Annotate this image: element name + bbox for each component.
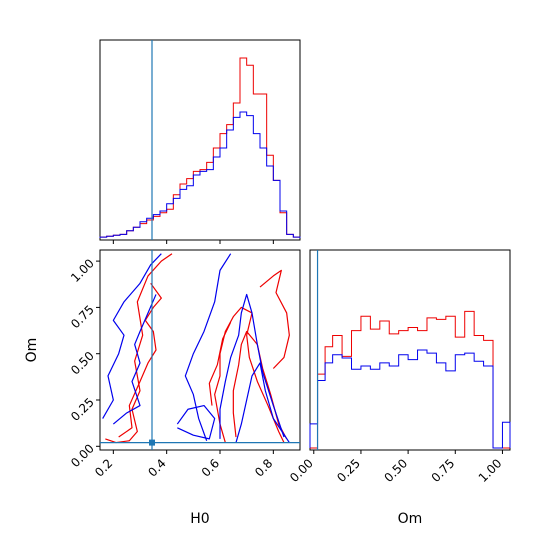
contour-blue-5 bbox=[176, 404, 216, 440]
hist-om-frame bbox=[309, 249, 511, 451]
contour-frame bbox=[99, 249, 301, 451]
contour-blue-3 bbox=[219, 293, 285, 439]
hist-om-series bbox=[309, 310, 511, 449]
contour-blue-1 bbox=[112, 294, 157, 425]
x-tick-label: 0.2 bbox=[92, 456, 115, 479]
hist-h0-frame bbox=[99, 39, 301, 241]
contour-red-1 bbox=[118, 282, 162, 438]
x-tick-label: 0.4 bbox=[145, 456, 168, 479]
x-tick-label: 0.8 bbox=[252, 456, 275, 479]
contour-blue-0 bbox=[102, 253, 162, 419]
x-tick-label: 1.00 bbox=[476, 456, 505, 485]
y-tick-label: 0.25 bbox=[68, 395, 97, 424]
x-tick-label: 0.00 bbox=[287, 456, 316, 485]
hist-Om-red-step bbox=[310, 310, 510, 449]
y-tick-label: 0.00 bbox=[68, 441, 97, 470]
x-axis-label-om: Om bbox=[398, 511, 423, 527]
truth-lines bbox=[100, 40, 319, 450]
hist-h0-series bbox=[99, 57, 301, 238]
y-tick-label: 1.00 bbox=[68, 256, 97, 285]
contour-series bbox=[102, 253, 290, 444]
x-tick-label: 0.6 bbox=[199, 456, 222, 479]
hist-H0-red-step bbox=[99, 57, 301, 238]
x-axis-label-h0: H0 bbox=[190, 511, 209, 527]
contour-blue-2 bbox=[184, 253, 232, 441]
x-tick-label: 0.75 bbox=[429, 456, 458, 485]
y-tick-label: 0.50 bbox=[68, 349, 97, 378]
contour-blue-4 bbox=[235, 362, 290, 443]
hist-H0-blue-step bbox=[99, 111, 301, 238]
x-tick-label: 0.25 bbox=[334, 456, 363, 485]
contour-red-2 bbox=[214, 306, 285, 443]
y-axis-label-om: Om bbox=[24, 338, 40, 363]
y-tick-label: 0.75 bbox=[68, 302, 97, 331]
hist-Om-blue-step bbox=[309, 349, 511, 449]
contour-red-4 bbox=[259, 269, 290, 369]
x-tick-label: 0.50 bbox=[381, 456, 410, 485]
contour-red-5 bbox=[208, 321, 232, 406]
contour-red-0 bbox=[105, 253, 173, 444]
truth-marker bbox=[149, 439, 155, 446]
